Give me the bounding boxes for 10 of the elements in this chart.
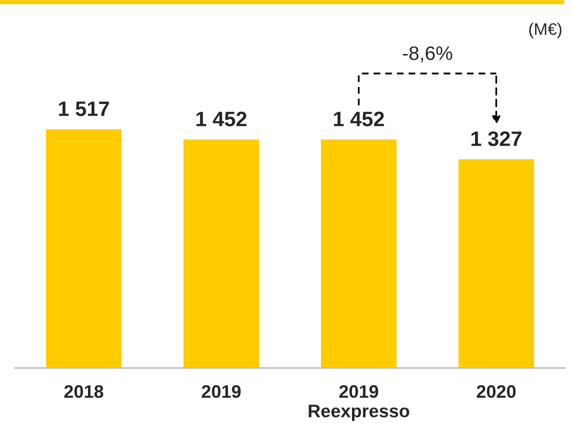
x-tick-label: 2019 Reexpresso	[308, 385, 410, 421]
text: -8,6%	[402, 46, 452, 62]
x-tick-label: 2018	[64, 385, 104, 398]
data-label: 1 452	[196, 112, 246, 126]
text: (M€)	[529, 22, 562, 38]
x-tick-label: 2020	[476, 385, 516, 398]
x-tick-label: 2019	[202, 385, 241, 398]
data-label: 1 452	[334, 112, 384, 126]
data-label: 1 327	[471, 131, 522, 146]
data-label: 1 517	[58, 102, 109, 116]
